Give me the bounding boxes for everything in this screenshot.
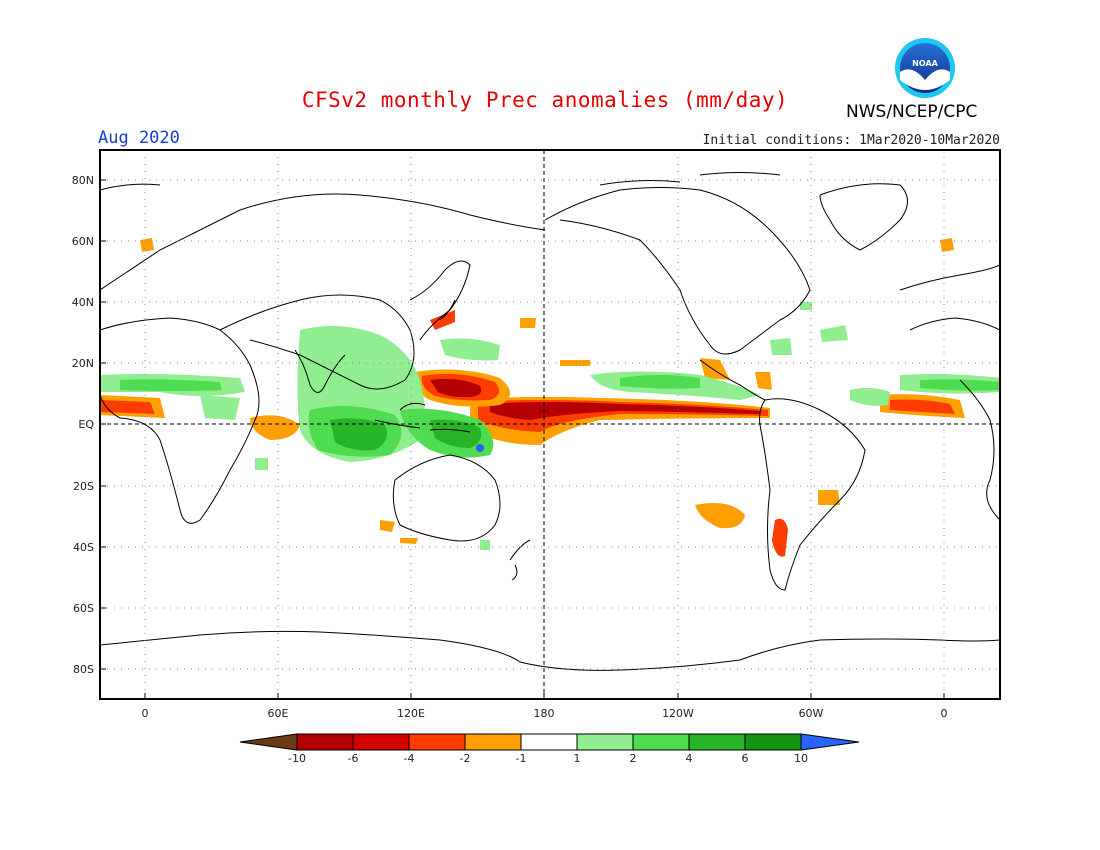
colorbar-label: 10 — [794, 752, 808, 765]
coastlines — [100, 172, 1000, 671]
lat-label: 60S — [73, 602, 94, 615]
lon-label: 0 — [142, 707, 149, 720]
colorbar-segment — [296, 733, 354, 751]
colorbar-segment — [239, 733, 298, 751]
latitude-axis: 80N 60N 40N 20N EQ 20S 40S 60S 80S — [72, 174, 106, 676]
lat-label: 20S — [73, 480, 94, 493]
lat-label: 80S — [73, 663, 94, 676]
colorbar-segment — [800, 733, 860, 751]
noaa-logo-text: NOAA — [912, 59, 938, 68]
colorbar-label: -6 — [348, 752, 359, 765]
colorbar: -10 -6 -4 -2 -1 1 2 4 6 10 — [239, 733, 860, 765]
lat-label: 40N — [72, 296, 94, 309]
colorbar-label: 6 — [742, 752, 749, 765]
colorbar-label: -10 — [288, 752, 306, 765]
lon-label: 60E — [268, 707, 289, 720]
map-content — [100, 150, 1000, 699]
graticule — [100, 150, 1000, 699]
longitude-axis: 0 60E 120E 180 120W 60W 0 — [142, 693, 948, 720]
lon-label: 0 — [941, 707, 948, 720]
lat-label: 80N — [72, 174, 94, 187]
colorbar-segment — [632, 733, 690, 751]
colorbar-label: 4 — [686, 752, 693, 765]
lon-label: 120E — [397, 707, 425, 720]
reference-lines — [100, 150, 1000, 699]
anomaly-shading — [100, 238, 1000, 557]
colorbar-segment — [520, 733, 578, 751]
colorbar-segment — [688, 733, 746, 751]
colorbar-segment — [408, 733, 466, 751]
colorbar-segment — [576, 733, 634, 751]
lon-label: 120W — [662, 707, 694, 720]
lat-label: 20N — [72, 357, 94, 370]
lat-label: 60N — [72, 235, 94, 248]
initial-conditions: Initial conditions: 1Mar2020-10Mar2020 — [702, 133, 1000, 148]
map-title: CFSv2 monthly Prec anomalies (mm/day) — [301, 88, 789, 112]
colorbar-segment — [464, 733, 522, 751]
lon-label: 180 — [534, 707, 555, 720]
lat-label: EQ — [78, 418, 94, 431]
lon-label: 60W — [799, 707, 824, 720]
colorbar-label: -1 — [516, 752, 527, 765]
colorbar-label: 2 — [630, 752, 637, 765]
colorbar-label: -4 — [404, 752, 415, 765]
agency-label: NWS/NCEP/CPC — [846, 102, 978, 122]
colorbar-label: 1 — [574, 752, 581, 765]
forecast-period: Aug 2020 — [98, 128, 180, 148]
colorbar-segment — [352, 733, 410, 751]
lat-label: 40S — [73, 541, 94, 554]
colorbar-segment — [744, 733, 802, 751]
colorbar-label: -2 — [460, 752, 471, 765]
noaa-logo-icon: NOAA — [895, 38, 955, 98]
